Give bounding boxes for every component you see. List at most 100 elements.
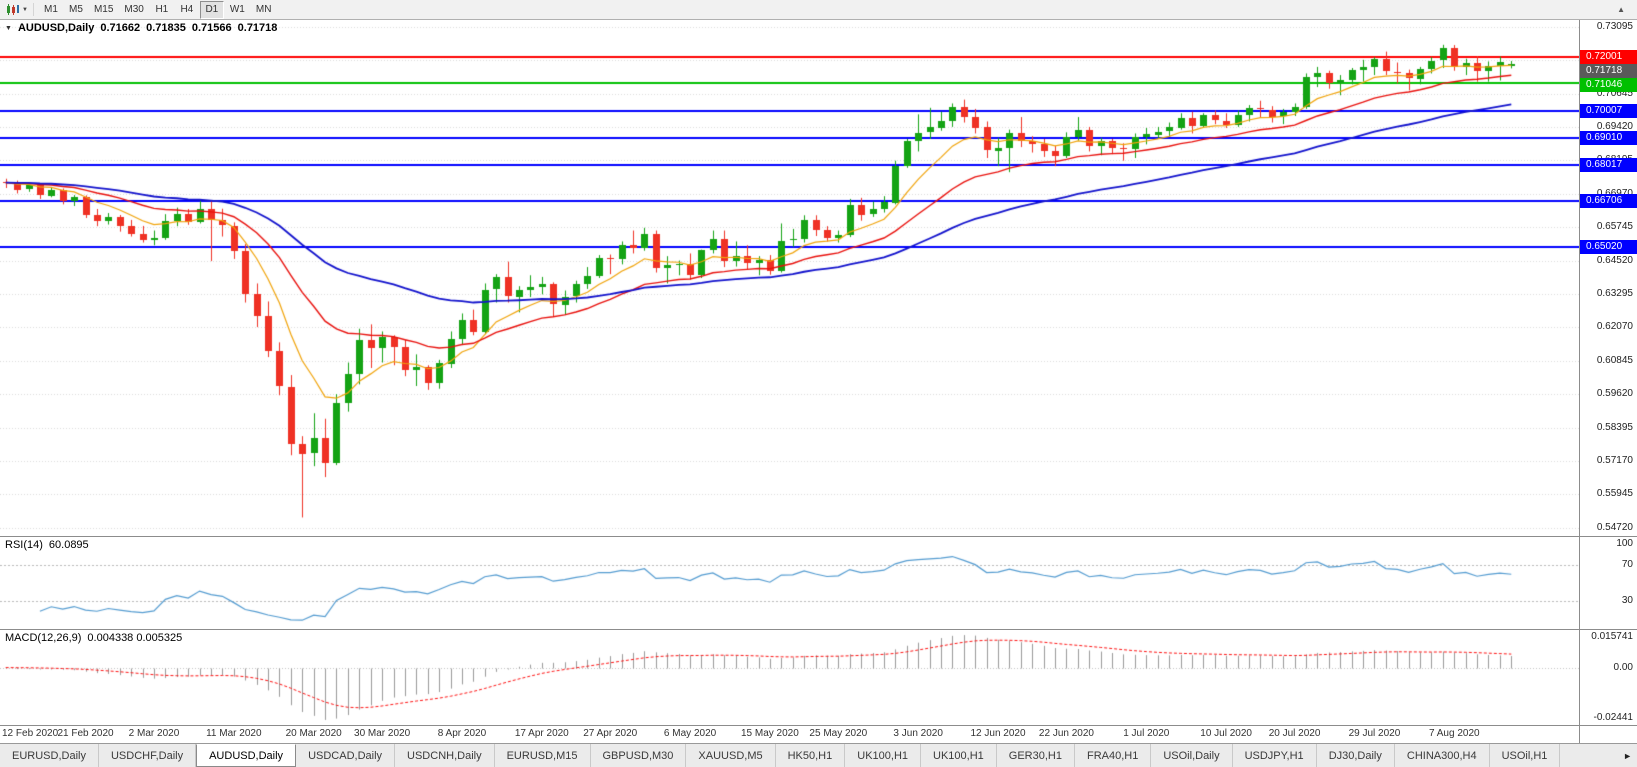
axis-tick-label: 0.59620: [1596, 388, 1633, 400]
price-line-badge: 0.69010: [1580, 131, 1637, 146]
axis-tick-label: 0.65745: [1596, 221, 1633, 233]
candlestick-chart-icon: [7, 4, 19, 15]
scroll-up-icon[interactable]: ▲: [1617, 5, 1625, 14]
timeframe-button-m1[interactable]: M1: [44, 3, 58, 15]
chart-tab-gbpusd-m30[interactable]: GBPUSD,M30: [591, 744, 687, 767]
date-tick-label: 20 Mar 2020: [285, 728, 342, 739]
axis-tick-label: 0.63295: [1596, 287, 1633, 299]
axis-tick-label: 0.58395: [1596, 421, 1633, 433]
timeframe-button-mn[interactable]: MN: [255, 3, 272, 15]
date-tick-label: 12 Jun 2020: [970, 728, 1026, 739]
axis-tick-label: 0.69420: [1596, 120, 1633, 132]
timeframe-button-m30[interactable]: M30: [124, 3, 144, 15]
date-tick-label: 2 Mar 2020: [128, 728, 180, 739]
axis-tick-label: 0.62070: [1596, 321, 1633, 333]
chart-tab-usdcad-daily[interactable]: USDCAD,Daily: [296, 744, 396, 767]
chart-tab-audusd-daily[interactable]: AUDUSD,Daily: [196, 744, 297, 767]
axis-tick-label: 0.55945: [1596, 488, 1633, 500]
date-tick-label: 6 May 2020: [663, 728, 717, 739]
macd-canvas[interactable]: [0, 630, 1579, 725]
time-axis[interactable]: 12 Feb 2020 21 Feb 2020 2 Mar 2020 11 Mar 2…: [0, 725, 1637, 743]
tab-scroll-right-icon[interactable]: ►: [1618, 744, 1637, 767]
price-line-badge: 0.72001: [1580, 49, 1637, 64]
price-line-badge: 0.71046: [1580, 77, 1637, 92]
main-chart-pane: ▼ AUDUSD,Daily 0.71662 0.71835 0.71566 0…: [0, 20, 1637, 536]
axis-tick-label: 0.64520: [1596, 254, 1633, 266]
date-tick-label: 17 Apr 2020: [514, 728, 569, 739]
date-tick-label: 20 Jul 2020: [1268, 728, 1321, 739]
time-axis-corner: [1579, 726, 1637, 743]
rsi-plot[interactable]: RSI(14) 60.0895: [0, 537, 1579, 629]
macd-plot[interactable]: MACD(12,26,9) 0.004338 0.005325: [0, 630, 1579, 725]
chart-tab-hk50-h1[interactable]: HK50,H1: [776, 744, 846, 767]
date-tick-label: 1 Jul 2020: [1123, 728, 1170, 739]
date-tick-label: 29 Jul 2020: [1348, 728, 1401, 739]
chart-tab-usdjpy-h1[interactable]: USDJPY,H1: [1233, 744, 1317, 767]
chart-tab-usdchf-daily[interactable]: USDCHF,Daily: [99, 744, 197, 767]
chart-type-button[interactable]: ▼: [4, 3, 34, 16]
price-chart-plot[interactable]: ▼ AUDUSD,Daily 0.71662 0.71835 0.71566 0…: [0, 20, 1579, 536]
rsi-canvas[interactable]: [0, 537, 1579, 629]
date-tick-label: 3 Jun 2020: [893, 728, 943, 739]
timeframe-buttons: M1 M5 M15 M30 H1 H4 D1 W1 MN: [39, 0, 276, 19]
time-axis-labels: 12 Feb 2020 21 Feb 2020 2 Mar 2020 11 Mar 2…: [0, 726, 1579, 743]
chart-tab-eurusd-daily[interactable]: EURUSD,Daily: [0, 744, 99, 767]
price-axis[interactable]: 0.730950.718700.706450.694200.681950.669…: [1579, 20, 1637, 536]
axis-tick-label: 0.00: [1613, 661, 1633, 673]
macd-pane: MACD(12,26,9) 0.004338 0.005325 0.015741…: [0, 630, 1637, 725]
chart-tab-eurusd-m15[interactable]: EURUSD,M15: [495, 744, 591, 767]
axis-tick-label: 0.70645: [1596, 87, 1633, 99]
date-tick-label: 11 Mar 2020: [206, 728, 262, 739]
timeframe-button-h4[interactable]: H4: [180, 3, 194, 15]
chart-tab-ger30-h1[interactable]: GER30,H1: [997, 744, 1075, 767]
chart-tab-xauusd-m5[interactable]: XAUUSD,M5: [686, 744, 776, 767]
axis-tick-label: 0.015741: [1591, 631, 1633, 642]
axis-tick-label: 0.60845: [1596, 354, 1633, 366]
rsi-axis[interactable]: 100 70 30: [1579, 537, 1637, 629]
axis-tick-label: 30: [1621, 595, 1633, 607]
date-tick-label: 12 Feb 2020: [2, 728, 59, 739]
chart-tab-dj30-daily[interactable]: DJ30,Daily: [1317, 744, 1395, 767]
chart-tab-uk100-h1[interactable]: UK100,H1: [921, 744, 997, 767]
timeframe-button-w1[interactable]: W1: [229, 3, 245, 15]
timeframe-button-m15[interactable]: M15: [93, 3, 114, 15]
timeframe-button-d1[interactable]: D1: [199, 0, 224, 19]
timeframe-button-m5[interactable]: M5: [69, 3, 83, 15]
axis-tick-label: 0.73095: [1596, 20, 1633, 32]
chart-tab-china300-h4[interactable]: CHINA300,H4: [1395, 744, 1490, 767]
pane-splitter[interactable]: [0, 629, 1637, 630]
chart-panes: ▼ AUDUSD,Daily 0.71662 0.71835 0.71566 0…: [0, 20, 1637, 725]
axis-tick-label: 0.57170: [1596, 455, 1633, 466]
date-tick-label: 22 Jun 2020: [1038, 728, 1094, 739]
macd-axis[interactable]: 0.015741 0.00 -0.02441: [1579, 630, 1637, 725]
timeframe-button-h1[interactable]: H1: [155, 3, 169, 15]
price-line-badge: 0.70007: [1580, 103, 1637, 118]
axis-tick-label: -0.02441: [1593, 712, 1633, 723]
axis-tick-label: 70: [1621, 558, 1633, 570]
price-line-badge: 0.65020: [1580, 239, 1637, 254]
date-tick-label: 8 Apr 2020: [437, 728, 487, 739]
price-chart-canvas[interactable]: [0, 20, 1579, 536]
date-tick-label: 30 Mar 2020: [354, 728, 411, 739]
chart-tab-fra40-h1[interactable]: FRA40,H1: [1075, 744, 1152, 767]
axis-tick-label: 100: [1616, 538, 1633, 549]
axis-tick-label: 0.66970: [1597, 188, 1633, 200]
chart-tab-usoil-h1[interactable]: USOil,H1: [1490, 744, 1561, 767]
date-tick-label: 21 Feb 2020: [57, 728, 114, 739]
price-line-badge: 0.68017: [1580, 158, 1637, 173]
date-tick-label: 15 May 2020: [740, 728, 799, 739]
chart-tab-uk100-h1[interactable]: UK100,H1: [845, 744, 922, 767]
price-line-badge: 0.71718: [1580, 63, 1637, 78]
date-tick-label: 27 Apr 2020: [583, 728, 638, 739]
price-line-badge: 0.66706: [1580, 193, 1637, 208]
chart-dropdown-icon[interactable]: ▼: [5, 24, 12, 32]
chevron-down-icon: ▼: [22, 6, 28, 13]
chart-tab-bar: EURUSD,Daily USDCHF,Daily AUDUSD,Daily USDC…: [0, 743, 1637, 767]
pane-splitter[interactable]: [0, 536, 1637, 537]
chart-tab-usdcnh-daily[interactable]: USDCNH,Daily: [395, 744, 495, 767]
axis-tick-label: 0.54720: [1596, 521, 1633, 533]
chart-tab-usoil-daily[interactable]: USOil,Daily: [1151, 744, 1233, 767]
date-tick-label: 10 Jul 2020: [1200, 728, 1252, 739]
date-tick-label: 25 May 2020: [809, 728, 868, 739]
